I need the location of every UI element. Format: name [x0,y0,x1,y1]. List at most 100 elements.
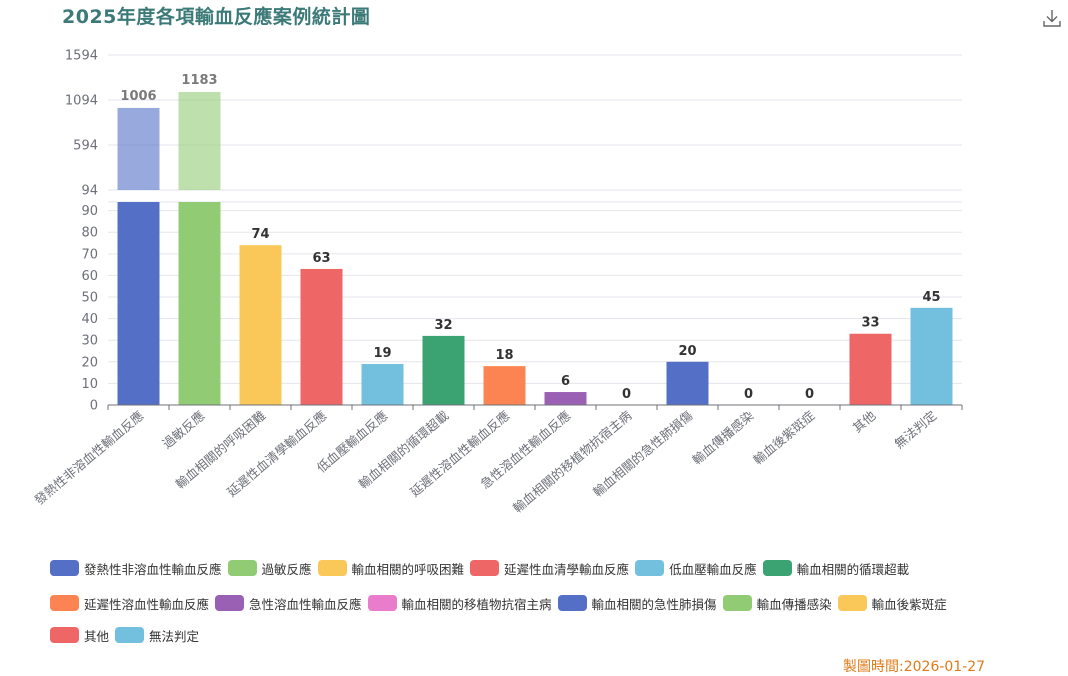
legend-swatch [837,595,867,611]
y-tick-label: 70 [81,247,98,262]
bar [483,366,526,405]
x-tick-label: 過敏反應 [159,408,207,452]
legend-item[interactable]: 其他 [50,626,109,645]
legend-swatch [215,595,245,611]
y-tick-label: 40 [81,312,98,327]
x-tick-label: 輸血傳播感染 [689,407,756,467]
legend-row: 延遲性溶血性輸血反應 急性溶血性輸血反應 輸血相關的移植物抗宿主病 輸血相關的急性肺損… [50,593,953,613]
grid-lines [108,54,962,384]
x-tick-label: 延遲性溶血性輸血反應 [407,408,512,500]
created-date: 製圖時間:2026-01-27 [843,659,986,675]
legend-label: 輸血傳播感染 [756,596,832,612]
data-label: 32 [434,318,452,333]
y-tick-label: 80 [81,226,98,241]
bar-upper-segment [117,107,160,190]
legend-label: 輸血後紫斑症 [871,596,947,612]
legend-swatch [557,595,587,611]
legend-swatch [50,627,79,643]
data-label: 33 [861,316,879,331]
x-axis [107,404,963,410]
legend-label: 輸血相關的急性肺損傷 [591,596,717,612]
legend-item[interactable]: 延遲性溶血性輸血反應 [50,594,209,613]
bar [910,307,953,405]
bar-upper-segment [178,91,221,190]
bar [361,363,404,405]
x-tick-label: 輸血相關的急性肺損傷 [590,407,696,499]
y-tick-label: 90 [81,204,98,219]
legend-swatch [635,560,665,576]
data-label: 6 [561,374,570,389]
y-axis-tick-labels: 0 10 20 30 40 50 60 70 80 90 94 594 1094 1594 [65,49,98,414]
bar [117,202,160,405]
legend-label: 過敏反應 [261,561,312,577]
y-tick-label: 594 [73,139,98,154]
x-tick-label: 延遲性血清學輸血反應 [224,408,329,500]
legend-item[interactable]: 低血壓輸血反應 [635,559,757,578]
y-tick-label: 30 [81,334,98,349]
legend-swatch [762,560,792,576]
legend-item[interactable]: 無法判定 [115,626,199,645]
x-tick-label: 發熱性非溶血性輸血反應 [31,408,146,508]
legend-item[interactable]: 延遲性血清學輸血反應 [470,559,629,578]
legend-item[interactable]: 輸血相關的急性肺損傷 [557,594,717,613]
legend-label: 無法判定 [149,628,200,644]
x-tick-label: 輸血相關的移植物抗宿主病 [510,408,635,516]
bar [544,392,587,405]
x-tick-label: 無法判定 [891,408,939,452]
legend-item[interactable]: 輸血相關的循環超載 [762,559,910,578]
data-label: 0 [622,387,631,402]
legend-label: 輸血相關的循環超載 [796,561,910,577]
legend-swatch [115,627,145,643]
legend-item[interactable]: 輸血相關的移植物抗宿主病 [367,594,552,613]
chart-title: 2025年度各項輸血反應案例統計圖 [62,6,371,28]
x-axis-tick-labels: 發熱性非溶血性輸血反應 過敏反應輸血相關的呼吸困難延遲性血清學輸血反應低血壓輸血反… [31,407,939,515]
y-tick-label: 10 [81,377,98,392]
legend-label: 輸血相關的移植物抗宿主病 [401,596,552,612]
data-label: 63 [312,251,330,266]
y-tick-label: 20 [81,355,98,370]
data-label: 19 [373,346,391,361]
legend-item[interactable]: 發熱性非溶血性輸血反應 [50,559,222,578]
data-label: 45 [922,290,940,305]
legend-swatch [470,560,500,576]
data-labels: 1006 1183 74 63 19 32 18 6 0 20 0 0 33 45 [120,73,940,402]
bar [422,335,465,405]
legend-swatch [367,595,397,611]
y-tick-label: 1094 [65,94,98,109]
legend-label: 急性溶血性輸血反應 [249,596,362,612]
x-tick-label: 其他 [850,407,879,435]
legend-swatch [50,560,79,576]
y-tick-label: 60 [81,269,98,284]
legend-row: 發熱性非溶血性輸血反應 過敏反應 輸血相關的呼吸困難 延遲性血清學輸血反應 低血壓輸血反… [50,558,915,578]
legend-label: 延遲性血清學輸血反應 [504,561,630,577]
bars [117,91,953,405]
legend-label: 低血壓輸血反應 [669,561,757,577]
data-label: 1183 [181,73,217,88]
legend-row: 其他 無法判定 [50,625,205,645]
legend-swatch [50,595,79,611]
data-label: 74 [251,227,269,242]
bar [239,245,282,405]
legend-item[interactable]: 急性溶血性輸血反應 [215,594,362,613]
legend-label: 發熱性非溶血性輸血反應 [84,561,222,577]
data-label: 1006 [120,89,156,104]
bar [300,268,343,405]
legend-item[interactable]: 輸血傳播感染 [722,594,832,613]
data-label: 18 [495,348,513,363]
data-label: 0 [744,387,753,402]
legend-item[interactable]: 輸血後紫斑症 [837,594,947,613]
download-icon[interactable] [1042,8,1062,28]
legend-swatch [722,595,752,611]
legend-label: 延遲性溶血性輸血反應 [84,596,210,612]
bar [849,333,892,405]
legend-swatch [317,560,347,576]
legend-item[interactable]: 輸血相關的呼吸困難 [317,559,464,578]
data-label: 20 [678,344,696,359]
legend-item[interactable]: 過敏反應 [227,559,312,578]
bar [178,202,221,405]
y-tick-label: 50 [81,291,98,306]
data-label: 0 [805,387,814,402]
legend-swatch [227,560,257,576]
bar [666,361,709,405]
y-tick-label: 1594 [65,49,98,64]
